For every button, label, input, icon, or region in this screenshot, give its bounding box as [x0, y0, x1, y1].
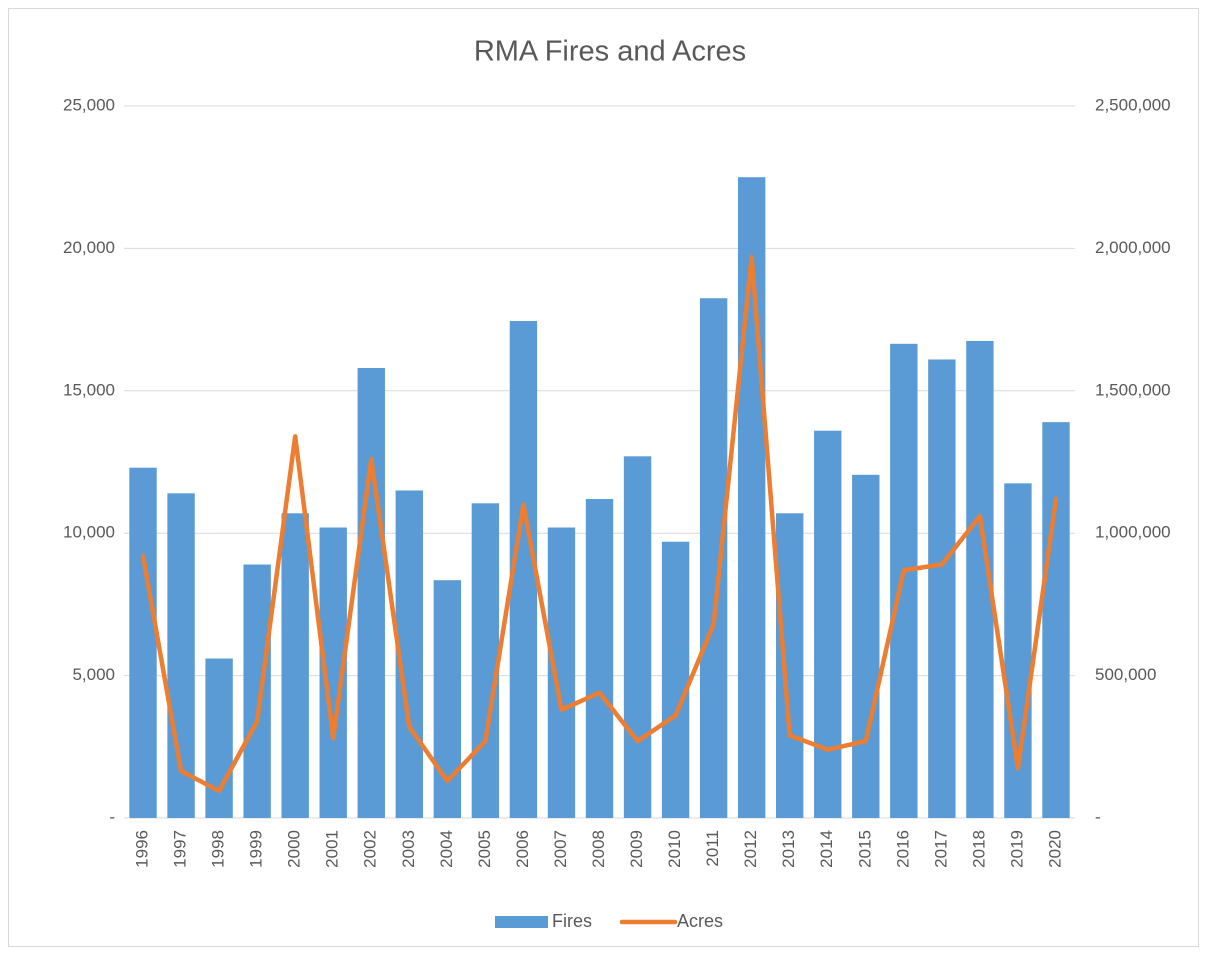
x-tick-label: 1997: [171, 830, 190, 868]
x-tick-label: 2012: [741, 830, 760, 868]
y2-tick-label: 2,000,000: [1095, 238, 1171, 257]
y2-tick-label: -: [1095, 807, 1101, 826]
x-tick-label: 2015: [855, 830, 874, 868]
bar: [814, 430, 842, 818]
x-tick-label: 2009: [627, 830, 646, 868]
bar: [661, 541, 690, 818]
bar: [205, 658, 233, 818]
bar: [852, 474, 880, 818]
y-tick-label: 10,000: [63, 523, 115, 542]
bar: [471, 503, 500, 818]
y2-tick-label: 1,000,000: [1095, 523, 1171, 542]
x-tick-label: 2013: [779, 830, 798, 868]
legend-swatch: [495, 916, 548, 928]
x-tick-label: 1996: [133, 830, 152, 868]
bar: [129, 467, 157, 818]
x-tick-label: 2000: [285, 830, 304, 868]
x-tick-label: 2002: [361, 830, 380, 868]
y-tick-label: 25,000: [63, 95, 115, 114]
x-tick-label: 2017: [931, 830, 950, 868]
bar: [1042, 422, 1070, 818]
bar: [928, 359, 956, 818]
x-tick-label: 2011: [703, 830, 722, 867]
x-tick-label: 2003: [399, 830, 418, 868]
x-tick-label: 2010: [665, 830, 684, 868]
x-tick-label: 2014: [817, 830, 836, 868]
y2-tick-label: 500,000: [1095, 665, 1156, 684]
x-tick-label: 2020: [1045, 830, 1064, 868]
x-tick-label: 2001: [323, 830, 342, 868]
legend-label: Fires: [552, 911, 592, 931]
line: [140, 254, 1059, 794]
bar: [243, 564, 271, 818]
x-tick-label: 2008: [589, 830, 608, 868]
bar: [699, 298, 728, 818]
x-tick-label: 2018: [969, 830, 988, 868]
bar: [585, 499, 614, 818]
bar: [776, 513, 804, 818]
bar: [623, 456, 652, 818]
legend-label: Acres: [677, 911, 723, 931]
y2-tick-label: 2,500,000: [1095, 95, 1171, 114]
x-tick-label: 2016: [893, 830, 912, 868]
x-tick-label: 1999: [247, 830, 266, 868]
x-tick-label: 2006: [513, 830, 532, 868]
y-tick-label: -: [109, 807, 115, 826]
bar: [281, 513, 309, 818]
x-tick-label: 2019: [1007, 830, 1026, 868]
bar: [890, 343, 918, 818]
x-tick-label: 1998: [209, 830, 228, 868]
bar: [547, 527, 576, 818]
x-tick-label: 2005: [475, 830, 494, 868]
bar: [357, 368, 385, 818]
y-tick-label: 15,000: [63, 380, 115, 399]
x-tick-label: 2004: [437, 830, 456, 868]
chart-title: RMA Fires and Acres: [474, 36, 746, 68]
x-tick-label: 2007: [551, 830, 570, 868]
y-tick-label: 20,000: [63, 238, 115, 257]
y-tick-label: 5,000: [72, 665, 115, 684]
y2-tick-label: 1,500,000: [1095, 380, 1171, 399]
